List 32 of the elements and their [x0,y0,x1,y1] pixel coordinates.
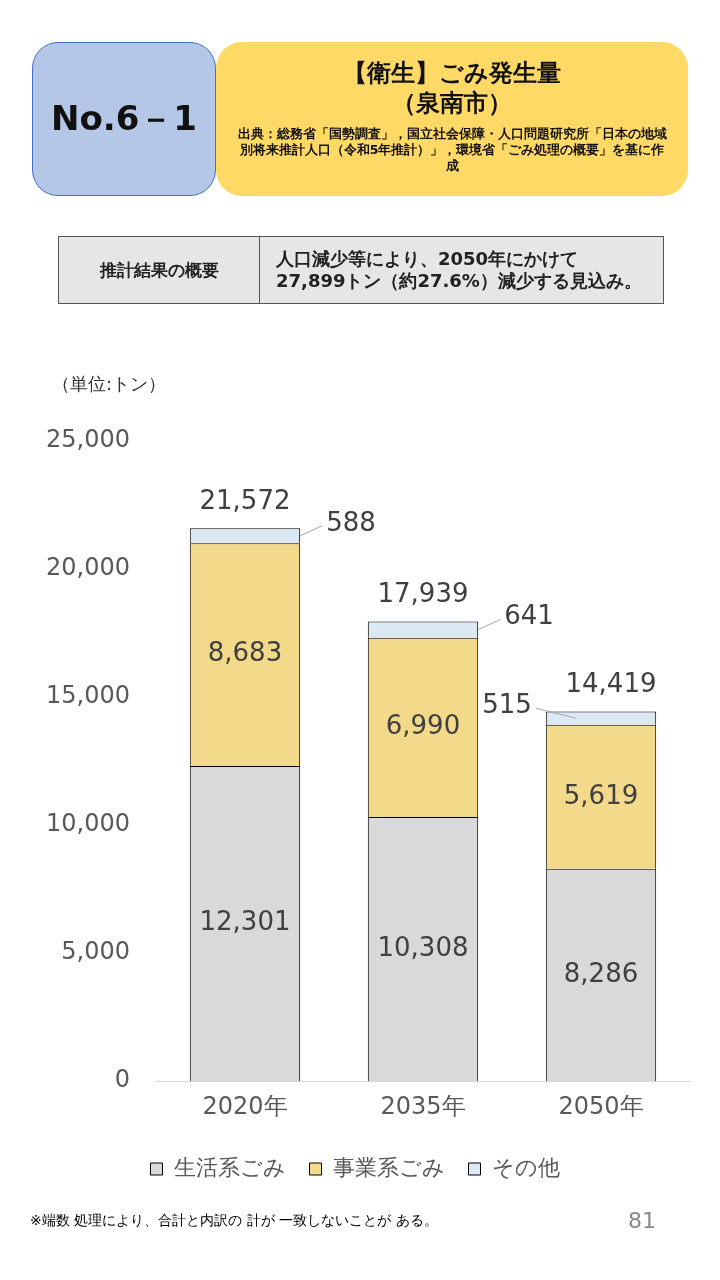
legend-label: その他 [491,1154,560,1180]
data-label: 588 [326,506,376,537]
y-tick-label: 10,000 [45,809,130,838]
data-label: 10,308 [377,931,469,962]
x-tick-label: 2035年 [380,1091,466,1120]
y-tick-label: 0 [114,1065,130,1094]
total-label: 14,419 [565,668,657,699]
x-tick-label: 2050年 [558,1091,644,1120]
text: 推計結果の概要 [59,237,260,303]
data-label: 8,286 [563,957,639,988]
data-label: 5,619 [563,779,639,810]
y-axis-title: （単位:トン） [52,372,167,396]
y-tick-label: 15,000 [45,680,130,709]
data-label: 641 [504,600,554,631]
data-label: 12,301 [199,906,291,937]
data-label: 6,990 [385,710,461,741]
data-label: 8,683 [207,637,283,668]
x-tick-label: 2020年 [202,1091,288,1120]
source-note: 出典：総務省「国勢調査」，国立社会保障・人口問題研究所「日本の地域別将来推計人口（令和5年推計）」，環境省「ごみ処理の概要」を基に作成 [237,126,667,174]
chart-title: 【衛生】ごみ発生量（泉南市） [342,58,562,118]
total-label: 17,939 [377,578,469,609]
text: 81 [628,1208,656,1233]
legend-label: 事業系ごみ [332,1154,445,1180]
y-tick-label: 25,000 [45,424,130,453]
y-tick-label: 5,000 [61,937,130,966]
data-label: 515 [482,688,532,719]
y-tick-label: 20,000 [45,552,130,581]
text: ※端数 処理により、合計と内訳の 計が 一致しないことが ある。 [30,1212,438,1230]
legend-label: 生活系ごみ [173,1154,286,1180]
text: No.6－1 [32,42,216,196]
total-label: 21,572 [199,485,291,516]
text: 人口減少等により、2050年にかけて 27,899トン（約27.6%）減少する見込み。 [275,247,643,293]
